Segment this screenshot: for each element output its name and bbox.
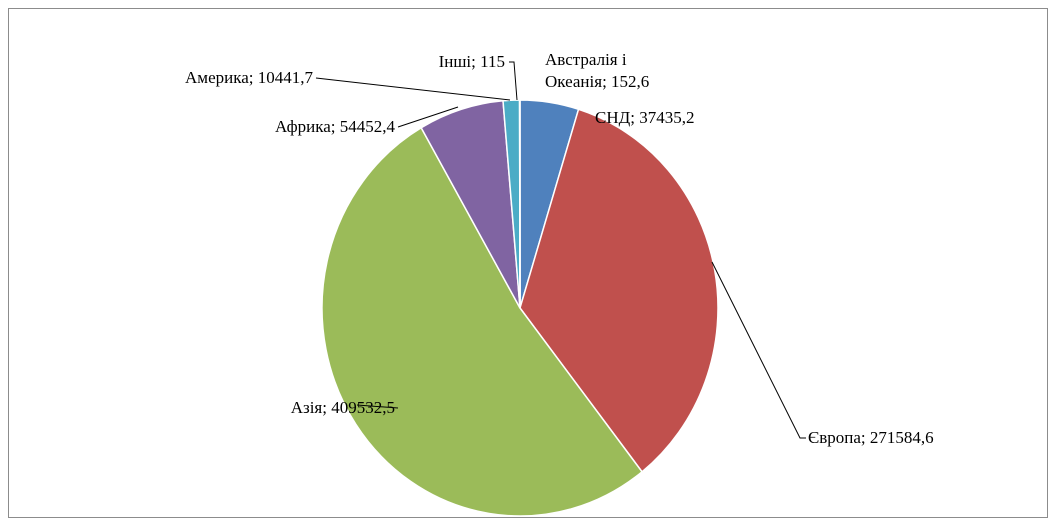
category: Інші	[438, 52, 472, 71]
category: СНД	[595, 108, 631, 127]
data-label: Америка; 10441,7	[185, 67, 313, 89]
value-label: 409532,5	[331, 398, 395, 417]
value-label: 115	[480, 52, 505, 71]
pie-slice	[519, 108, 719, 473]
data-label: Австралія і Океанія; 152,6	[545, 49, 665, 93]
category: Австралія і Океанія	[545, 50, 627, 91]
leader-line	[356, 404, 399, 409]
separator: ;	[330, 117, 340, 136]
value-label: 54452,4	[339, 117, 395, 136]
separator: ;	[630, 108, 640, 127]
separator: ;	[248, 68, 258, 87]
pie-slice	[321, 126, 644, 517]
category: Азія	[290, 398, 323, 417]
leader-line	[509, 61, 518, 101]
leader-line	[315, 77, 511, 101]
value-label: 152,6	[611, 72, 650, 91]
data-label: Азія; 409532,5	[291, 397, 395, 419]
data-label: Європа; 271584,6	[808, 427, 934, 449]
category: Європа	[808, 428, 861, 447]
separator: ;	[602, 72, 612, 91]
value-label: 37435,2	[639, 108, 695, 127]
value-label: 10441,7	[257, 68, 313, 87]
data-label: Африка; 54452,4	[275, 116, 395, 138]
data-label: Інші; 115	[439, 51, 505, 73]
category: Африка	[274, 117, 331, 136]
data-label: СНД; 37435,2	[595, 107, 694, 129]
separator: ;	[471, 52, 481, 71]
chart-frame	[8, 8, 1048, 518]
leader-line	[397, 106, 459, 128]
leader-line	[711, 261, 806, 439]
value-label: 271584,6	[869, 428, 934, 447]
separator: ;	[860, 428, 870, 447]
category: Америка	[185, 68, 249, 87]
separator: ;	[322, 398, 332, 417]
